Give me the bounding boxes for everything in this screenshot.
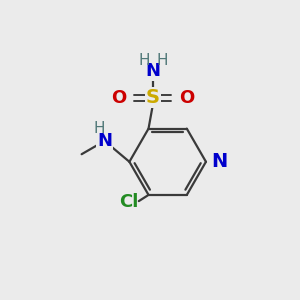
Text: Cl: Cl: [118, 193, 138, 211]
Text: H: H: [94, 121, 105, 136]
Text: H: H: [138, 52, 150, 68]
Text: N: N: [211, 152, 227, 171]
Text: O: O: [179, 89, 195, 107]
Text: O: O: [111, 89, 126, 107]
Text: H: H: [156, 52, 167, 68]
Text: S: S: [146, 88, 160, 107]
Text: N: N: [97, 132, 112, 150]
Text: N: N: [146, 62, 160, 80]
